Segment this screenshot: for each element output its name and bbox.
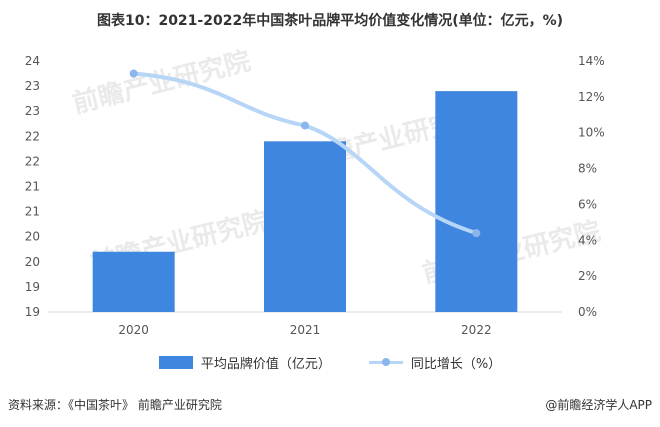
right-tick-label: 0%: [578, 305, 597, 319]
left-tick-label: 21: [25, 180, 40, 194]
chart-legend: 平均品牌价值（亿元） 同比增长（%）: [0, 351, 660, 373]
left-tick-label: 22: [25, 154, 40, 168]
right-tick-label: 6%: [578, 197, 597, 211]
growth-point-2022: [472, 229, 481, 238]
left-tick-label: 24: [25, 54, 40, 68]
legend-label-bar: 平均品牌价值（亿元）: [200, 356, 331, 372]
source-note: 资料来源：《中国茶叶》 前瞻产业研究院: [8, 398, 222, 412]
bar-2020: [92, 251, 175, 312]
left-tick-label: 20: [25, 255, 40, 269]
legend-swatch-line: [368, 356, 403, 369]
legend-item-bar: 平均品牌价值（亿元）: [158, 353, 331, 372]
left-tick-label: 19: [25, 305, 40, 319]
left-tick-label: 19: [25, 280, 40, 294]
left-tick-label: 21: [25, 205, 40, 219]
growth-point-2021: [301, 121, 309, 130]
right-tick-label: 2%: [578, 269, 597, 283]
left-tick-label: 23: [25, 104, 40, 118]
x-tick-label: 2021: [290, 323, 321, 337]
left-tick-label: 20: [25, 230, 40, 244]
right-tick-label: 8%: [578, 162, 597, 176]
bar-2021: [264, 141, 346, 312]
legend-label-line: 同比增长（%）: [410, 356, 502, 372]
line-series: [129, 69, 481, 238]
chart-title: 图表10：2021-2022年中国茶叶品牌平均价值变化情况(单位：亿元，%): [96, 13, 564, 29]
right-tick-label: 14%: [578, 54, 605, 68]
legend-swatch-bar: [158, 355, 193, 369]
legend-item-line: 同比增长（%）: [368, 353, 502, 372]
right-axis-ticks: 14% 12% 10% 8% 6% 4% 2% 0%: [578, 54, 605, 319]
right-tick-label: 4%: [578, 233, 597, 247]
x-axis-ticks: 2020 2021 2022: [118, 323, 491, 337]
bar-series: [92, 91, 518, 313]
bar-2022: [435, 91, 518, 313]
brand-credit: @前瞻经济学人APP: [545, 398, 652, 412]
left-axis-ticks: 24 23 23 22 22 21 21 20 20 19 19: [25, 54, 40, 319]
growth-point-2020: [129, 69, 138, 78]
left-tick-label: 23: [25, 79, 40, 93]
x-tick-label: 2022: [461, 323, 492, 337]
left-tick-label: 22: [25, 129, 40, 143]
right-tick-label: 10%: [578, 126, 605, 140]
x-tick-label: 2020: [118, 323, 149, 337]
footer: 资料来源：《中国茶叶》 前瞻产业研究院 @前瞻经济学人APP: [0, 396, 660, 420]
right-tick-label: 12%: [578, 90, 605, 104]
